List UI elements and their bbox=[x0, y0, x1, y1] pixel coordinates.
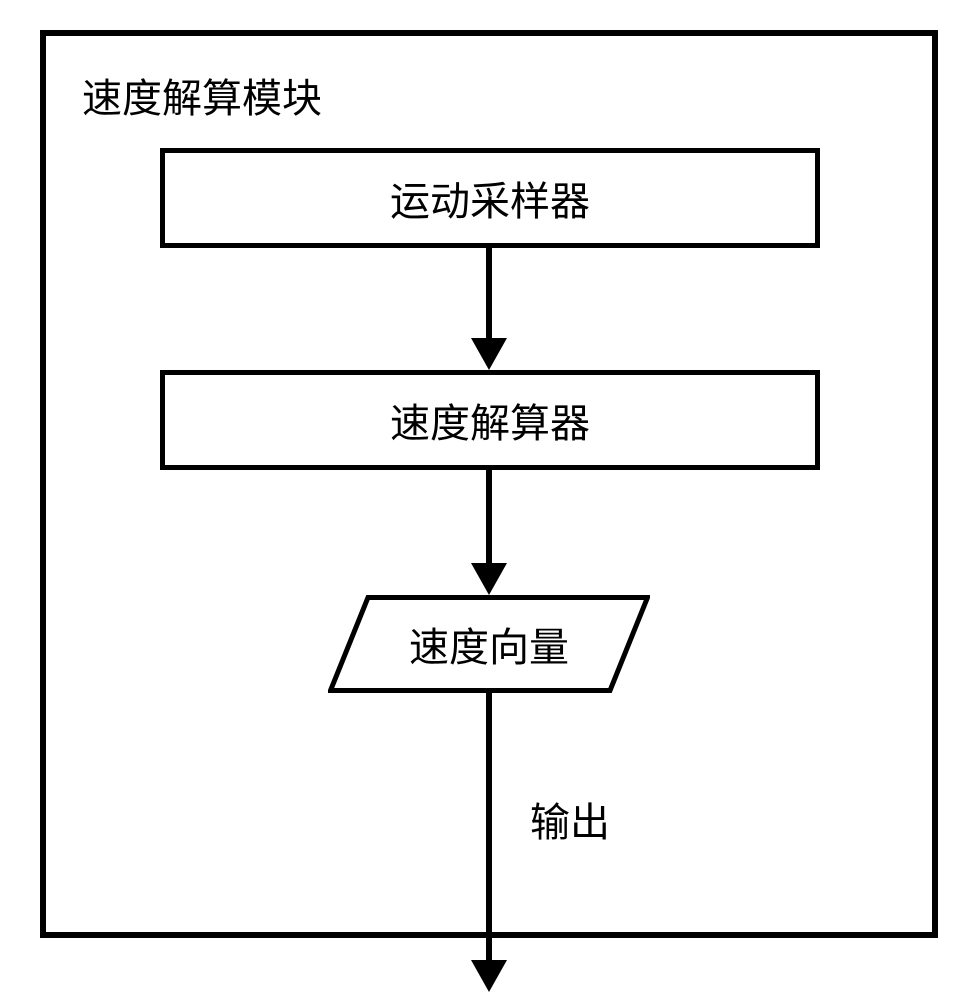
module-title: 速度解算模块 bbox=[82, 66, 322, 124]
output-label: 输出 bbox=[530, 790, 610, 848]
vector-parallelogram: 速度向量 bbox=[328, 595, 650, 693]
sampler-label: 运动采样器 bbox=[390, 169, 590, 227]
solver-box: 速度解算器 bbox=[160, 370, 820, 470]
arrow-vector-to-output bbox=[467, 693, 511, 992]
vector-label: 速度向量 bbox=[409, 615, 569, 673]
vector-label-wrap: 速度向量 bbox=[328, 595, 650, 693]
arrow-solver-to-vector bbox=[467, 470, 511, 595]
arrow-sampler-to-solver bbox=[467, 248, 511, 370]
sampler-box: 运动采样器 bbox=[160, 148, 820, 248]
solver-label: 速度解算器 bbox=[390, 391, 590, 449]
